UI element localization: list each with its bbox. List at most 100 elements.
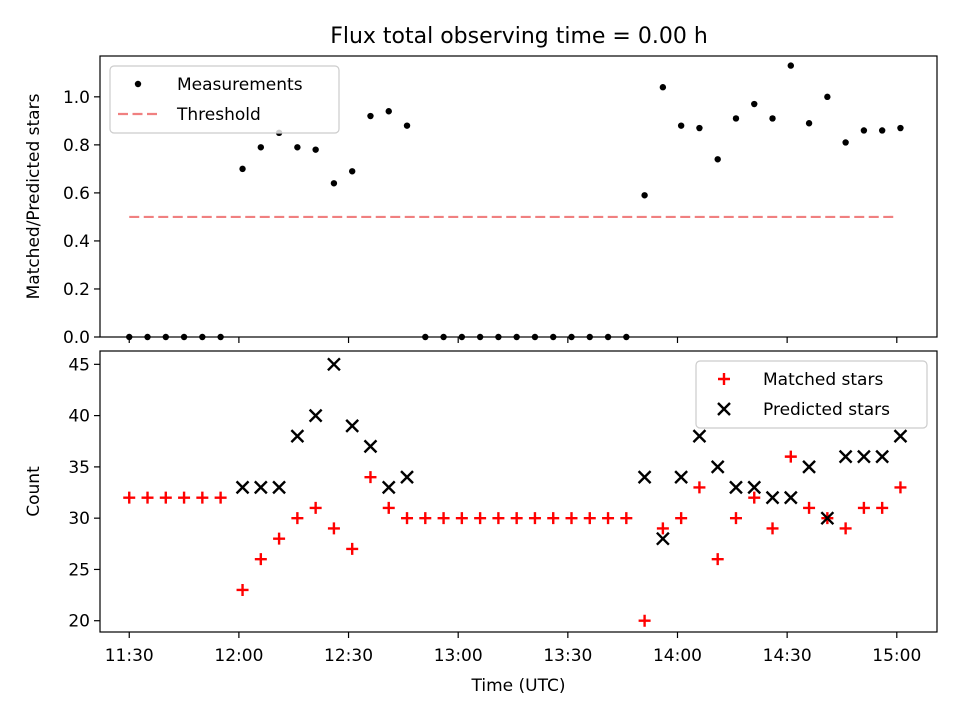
matched-star-point — [803, 501, 816, 514]
predicted-star-point — [857, 449, 871, 464]
predicted-star-point — [400, 470, 414, 484]
measurement-point — [824, 93, 831, 101]
matched-star-point — [528, 512, 541, 525]
legend-label: Measurements — [177, 75, 303, 95]
matched-star-point — [857, 501, 870, 514]
matched-star-point — [602, 512, 615, 525]
y-tick-label: 0.8 — [63, 136, 90, 156]
matched-star-point — [401, 512, 414, 525]
matched-star-point — [474, 512, 487, 525]
measurement-point — [513, 333, 520, 341]
matched-star-point — [638, 614, 651, 627]
y-tick-label: 0.6 — [63, 184, 90, 204]
matched-star-point — [123, 491, 136, 504]
matched-star-point — [141, 491, 154, 504]
y-tick-label: 30 — [68, 509, 90, 529]
x-tick-label: 14:00 — [653, 646, 702, 666]
y-axis-label: Matched/Predicted stars — [24, 93, 44, 299]
predicted-star-point — [729, 480, 743, 495]
matched-star-point — [547, 512, 560, 525]
matched-star-point — [583, 512, 596, 525]
x-tick-label: 12:00 — [214, 646, 263, 666]
y-tick-label: 25 — [68, 560, 90, 580]
matched-star-point — [839, 522, 852, 535]
predicted-star-point — [692, 429, 707, 443]
measurement-point — [897, 124, 904, 132]
matched-star-point — [729, 512, 742, 525]
measurement-point — [696, 124, 703, 132]
y-tick-label: 35 — [68, 458, 90, 478]
measurement-point — [805, 120, 813, 127]
matched-star-point — [254, 553, 267, 566]
matched-star-point — [876, 501, 889, 514]
x-axis-label: Time (UTC) — [471, 676, 566, 696]
matched-star-point — [711, 553, 724, 566]
matched-star-point — [309, 501, 322, 514]
axes-frame — [99, 350, 938, 633]
measurement-point — [476, 333, 484, 341]
predicted-star-point — [656, 531, 670, 546]
predicted-star-point — [381, 480, 396, 495]
top-axes: 0.0 0.2 0.4 0.6 0.8 1.0 Matched/Predicted star… — [24, 55, 938, 348]
measurement-point — [550, 333, 557, 341]
y-tick-label: 0.2 — [63, 280, 90, 300]
matched-star-point — [327, 522, 340, 535]
legend-box — [695, 360, 928, 429]
measurement-point — [257, 144, 265, 151]
measurement-point — [180, 333, 188, 341]
predicted-star-point — [327, 357, 341, 372]
x-tick-label: 13:00 — [434, 646, 483, 666]
measurement-point — [769, 115, 776, 122]
matched-star-point — [159, 491, 172, 504]
predicted-star-point — [235, 480, 250, 495]
matched-star-point — [291, 512, 304, 525]
measurement-point — [586, 333, 593, 341]
predicted-star-point — [272, 480, 286, 495]
matched-star-point — [364, 471, 377, 484]
measurement-point — [367, 112, 374, 120]
predicted-star-point — [710, 460, 725, 474]
predicted-star-point — [253, 480, 268, 495]
measurement-point — [422, 333, 429, 341]
y-tick-label: 40 — [68, 407, 90, 427]
legend-marker — [717, 402, 731, 416]
matched-star-point — [382, 501, 395, 514]
x-tick-label: 14:30 — [763, 646, 812, 666]
matched-star-point — [196, 491, 209, 504]
x-tick-label: 15:00 — [872, 646, 921, 666]
predicted-star-point — [875, 449, 890, 464]
measurement-point — [878, 127, 886, 134]
matched-star-point — [437, 512, 450, 525]
matched-star-point — [784, 450, 797, 463]
legend: Matched stars Predicted stars — [695, 360, 928, 429]
matched-star-point — [510, 512, 523, 525]
measurement-point — [199, 333, 206, 341]
measurement-point — [641, 192, 648, 199]
measurement-point — [842, 139, 849, 146]
measurement-point — [312, 146, 319, 153]
predicted-star-point — [363, 439, 378, 454]
measurement-point — [714, 156, 721, 163]
matched-star-point — [693, 481, 706, 494]
predicted-star-point — [893, 429, 908, 443]
matched-star-point — [455, 512, 468, 525]
matched-star-point — [346, 542, 359, 555]
measurement-point — [458, 333, 466, 341]
measurement-point — [217, 333, 224, 341]
predicted-star-point — [674, 470, 688, 484]
predicted-star-point — [765, 490, 780, 505]
measurement-point — [330, 180, 338, 187]
measurement-point — [604, 333, 612, 341]
measurement-point — [403, 122, 411, 129]
bottom-axes: 20 25 30 35 40 45 11:30 12:00 12:30 13:00 13:30 14:… — [24, 350, 938, 696]
legend-label: Predicted stars — [763, 400, 890, 420]
legend: Measurements Threshold — [109, 65, 340, 134]
y-tick-label: 0.4 — [63, 232, 90, 252]
matched-star-point — [766, 522, 779, 535]
matched-star-point — [236, 583, 249, 596]
y-tick-label: 0.0 — [63, 328, 90, 348]
predicted-star-point — [308, 408, 323, 423]
legend-label: Matched stars — [763, 370, 883, 390]
measurement-point — [659, 84, 667, 91]
